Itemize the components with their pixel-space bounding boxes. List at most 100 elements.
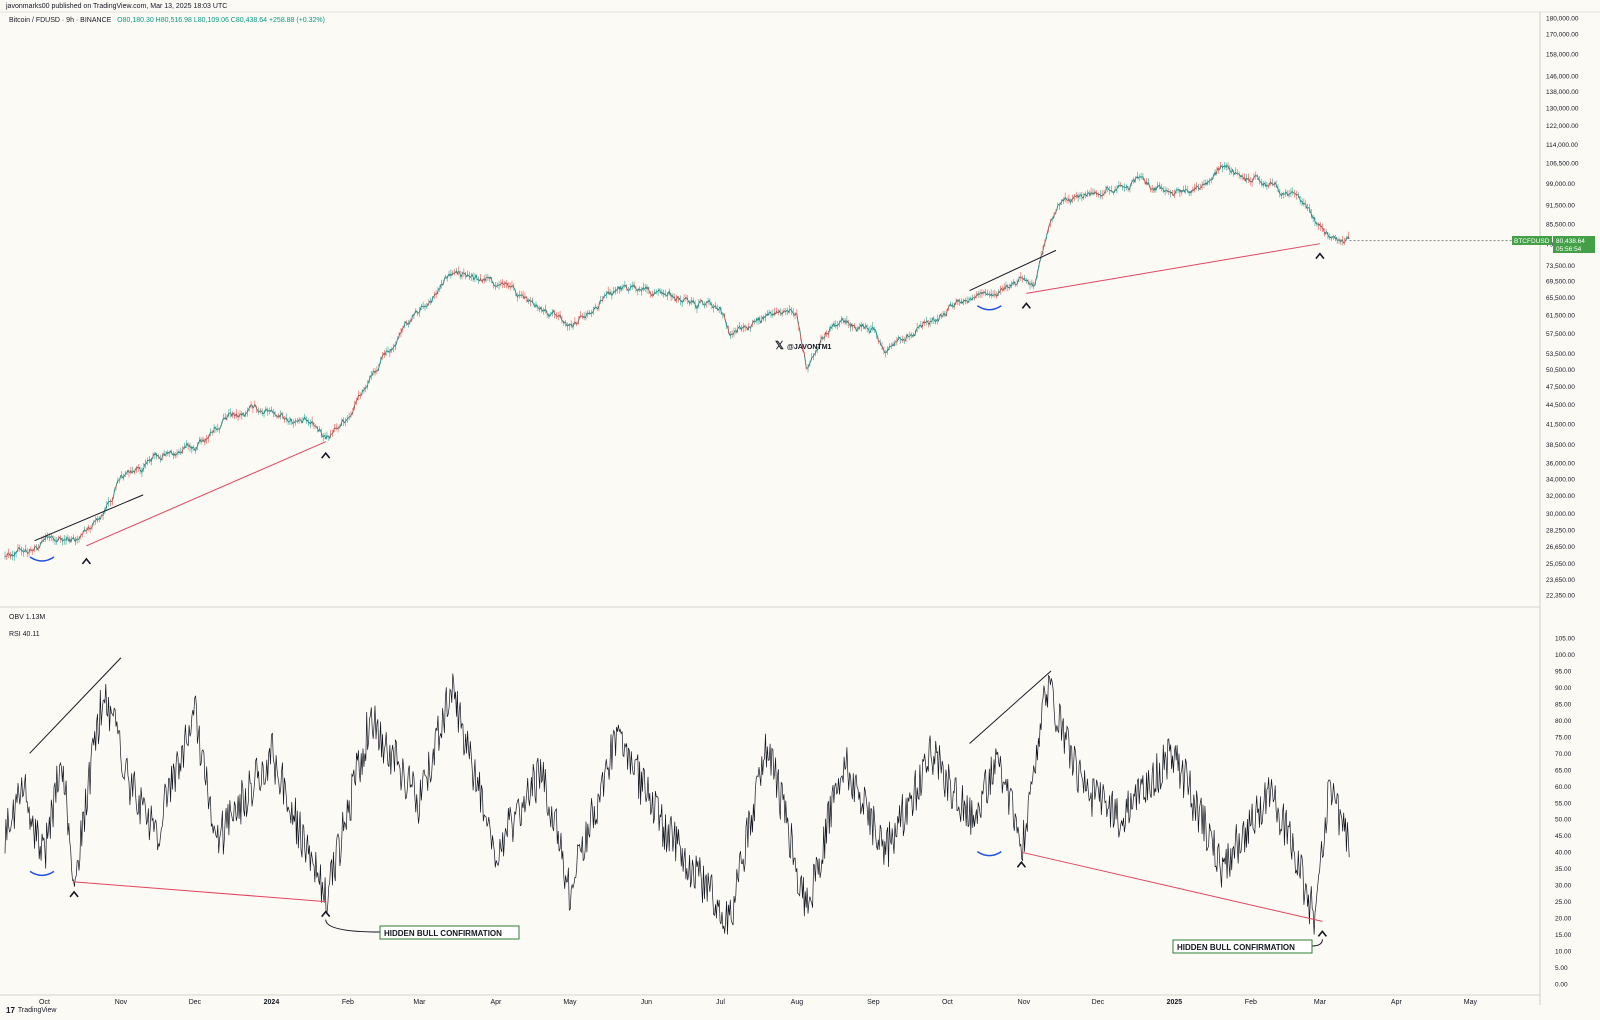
rsi-tick-label: 35.00 xyxy=(1555,866,1572,873)
rsi-tick-label: 95.00 xyxy=(1555,668,1572,675)
price-tick-label: 23,650.00 xyxy=(1546,577,1575,584)
caret-up-icon xyxy=(1021,302,1031,309)
rsi-tick-label: 65.00 xyxy=(1555,767,1572,774)
price-tick-label: 146,000.00 xyxy=(1546,73,1579,80)
rsi-tick-label: 60.00 xyxy=(1555,784,1572,791)
time-tick-label: Mar xyxy=(1314,999,1327,1006)
price-tick-label: 32,000.00 xyxy=(1546,493,1575,500)
rsi-tick-label: 55.00 xyxy=(1555,800,1572,807)
price-tick-label: 122,000.00 xyxy=(1546,123,1579,130)
rsi-tick-label: 15.00 xyxy=(1555,932,1572,939)
rsi-tick-label: 25.00 xyxy=(1555,899,1572,906)
price-tick-label: 114,000.00 xyxy=(1546,142,1578,149)
annotations xyxy=(29,240,1540,947)
time-tick-label: 2025 xyxy=(1167,999,1183,1006)
price-tick-label: 47,500.00 xyxy=(1546,384,1575,391)
price-tag-countdown: 05:56:54 xyxy=(1556,246,1582,253)
tradingview-brand: TradingView xyxy=(17,1007,57,1014)
rsi-cup-blue xyxy=(29,870,55,877)
time-tick-label: Dec xyxy=(189,999,202,1006)
price-trendline-black xyxy=(969,249,1057,291)
price-tick-label: 41,500.00 xyxy=(1546,421,1575,428)
price-tag-price-box xyxy=(1553,236,1595,253)
price-tick-label: 158,000.00 xyxy=(1546,52,1579,59)
price-tick-label: 25,050.00 xyxy=(1546,561,1575,568)
time-tick-label: Nov xyxy=(1018,999,1031,1006)
rsi-tick-label: 70.00 xyxy=(1555,751,1572,758)
price-tick-label: 130,000.00 xyxy=(1546,106,1579,113)
caret-up-icon xyxy=(1016,860,1027,868)
time-tick-label: Mar xyxy=(413,999,426,1006)
price-tick-label: 180,000.00 xyxy=(1546,16,1579,23)
symbol-line: Bitcoin / FDUSD · 9h · BINANCE O80,180.3… xyxy=(9,17,325,24)
x-logo-icon: 𝕏 xyxy=(775,340,784,352)
rsi-tick-label: 40.00 xyxy=(1555,850,1572,857)
time-tick-label: Apr xyxy=(490,999,502,1006)
price-trendline-black xyxy=(34,494,144,542)
caret-up-icon xyxy=(69,890,79,898)
time-tick-label: Apr xyxy=(1391,999,1403,1006)
symbol-name: Bitcoin / FDUSD · 9h · BINANCE xyxy=(9,17,112,24)
price-tick-label: 44,500.00 xyxy=(1546,402,1575,409)
price-tick-label: 28,250.00 xyxy=(1546,528,1575,535)
price-tag: BTCFDUSD 80,438.64 05:56:54 xyxy=(1512,236,1595,253)
rsi-tick-label: 0.00 xyxy=(1555,982,1568,989)
time-axis: Oct Nov Dec 2024 Feb Mar Apr May Jun Jul Aug Sep Oct… xyxy=(39,999,1477,1006)
label-connector xyxy=(1311,939,1323,947)
price-tick-label: 61,500.00 xyxy=(1546,313,1575,320)
price-tick-label: 99,000.00 xyxy=(1546,181,1575,188)
ohlc-values: O80,180.30 H80,516.98 L80,109.06 C80,438… xyxy=(117,17,325,24)
rsi-trendline-black xyxy=(29,657,122,754)
time-tick-label: Dec xyxy=(1092,999,1105,1006)
price-tick-label: 53,500.00 xyxy=(1546,351,1575,358)
price-series xyxy=(4,162,1350,561)
price-tick-label: 73,500.00 xyxy=(1546,263,1575,270)
price-cup-blue xyxy=(976,305,1002,311)
label-right: HIDDEN BULL CONFIRMATION xyxy=(1172,939,1313,954)
time-tick-label: May xyxy=(1464,999,1478,1006)
time-tick-label: Oct xyxy=(39,999,50,1006)
price-tick-label: 106,500.00 xyxy=(1546,161,1579,168)
time-tick-label: Feb xyxy=(342,999,354,1006)
time-tick-label: Nov xyxy=(115,999,128,1006)
price-tick-label: 36,000.00 xyxy=(1546,461,1575,468)
price-tag-symbol: BTCFDUSD xyxy=(1514,238,1550,245)
watermark: 𝕏 @JAVONTM1 xyxy=(775,340,832,352)
price-tick-label: 69,500.00 xyxy=(1546,279,1575,286)
rsi-trendline-red xyxy=(74,881,326,903)
caret-up-icon xyxy=(321,451,331,459)
price-tick-label: 34,000.00 xyxy=(1546,476,1575,483)
price-tick-label: 50,500.00 xyxy=(1546,367,1575,374)
time-tick-label: Jul xyxy=(716,999,725,1006)
rsi-label: RSI 40.11 xyxy=(9,631,40,638)
rsi-tick-label: 30.00 xyxy=(1555,883,1572,890)
rsi-tick-label: 10.00 xyxy=(1555,949,1572,956)
rsi-tick-label: 5.00 xyxy=(1555,965,1568,972)
price-tick-label: 85,500.00 xyxy=(1546,221,1575,228)
price-tag-symbol-box xyxy=(1512,236,1552,245)
price-tick-label: 22,350.00 xyxy=(1546,593,1575,600)
price-tick-label: 38,500.00 xyxy=(1546,442,1575,449)
caret-up-icon xyxy=(1315,252,1325,260)
time-tick-label: Oct xyxy=(942,999,953,1006)
price-trendline-red xyxy=(1026,243,1320,294)
time-tick-label: Feb xyxy=(1245,999,1257,1006)
rsi-series xyxy=(4,673,1350,935)
rsi-tick-label: 45.00 xyxy=(1555,833,1572,840)
watermark-text: @JAVONTM1 xyxy=(787,344,832,351)
rsi-axis: 105.00 100.00 95.00 90.00 85.00 80.00 75.00 70.… xyxy=(1555,636,1575,989)
rsi-cup-blue xyxy=(976,850,1002,857)
rsi-trendline-black xyxy=(969,670,1052,744)
time-tick-label: Sep xyxy=(867,999,880,1006)
rsi-tick-label: 100.00 xyxy=(1555,652,1575,659)
time-tick-label: Aug xyxy=(791,999,804,1006)
price-trendline-red xyxy=(86,441,326,547)
price-tick-label: 57,500.00 xyxy=(1546,331,1575,338)
price-tag-price: 80,438.64 xyxy=(1556,238,1585,245)
rsi-tick-label: 90.00 xyxy=(1555,685,1572,692)
price-tick-label: 26,650.00 xyxy=(1546,544,1575,551)
label-left: HIDDEN BULL CONFIRMATION xyxy=(379,925,520,940)
rsi-tick-label: 20.00 xyxy=(1555,916,1572,923)
time-tick-label: May xyxy=(563,999,577,1006)
